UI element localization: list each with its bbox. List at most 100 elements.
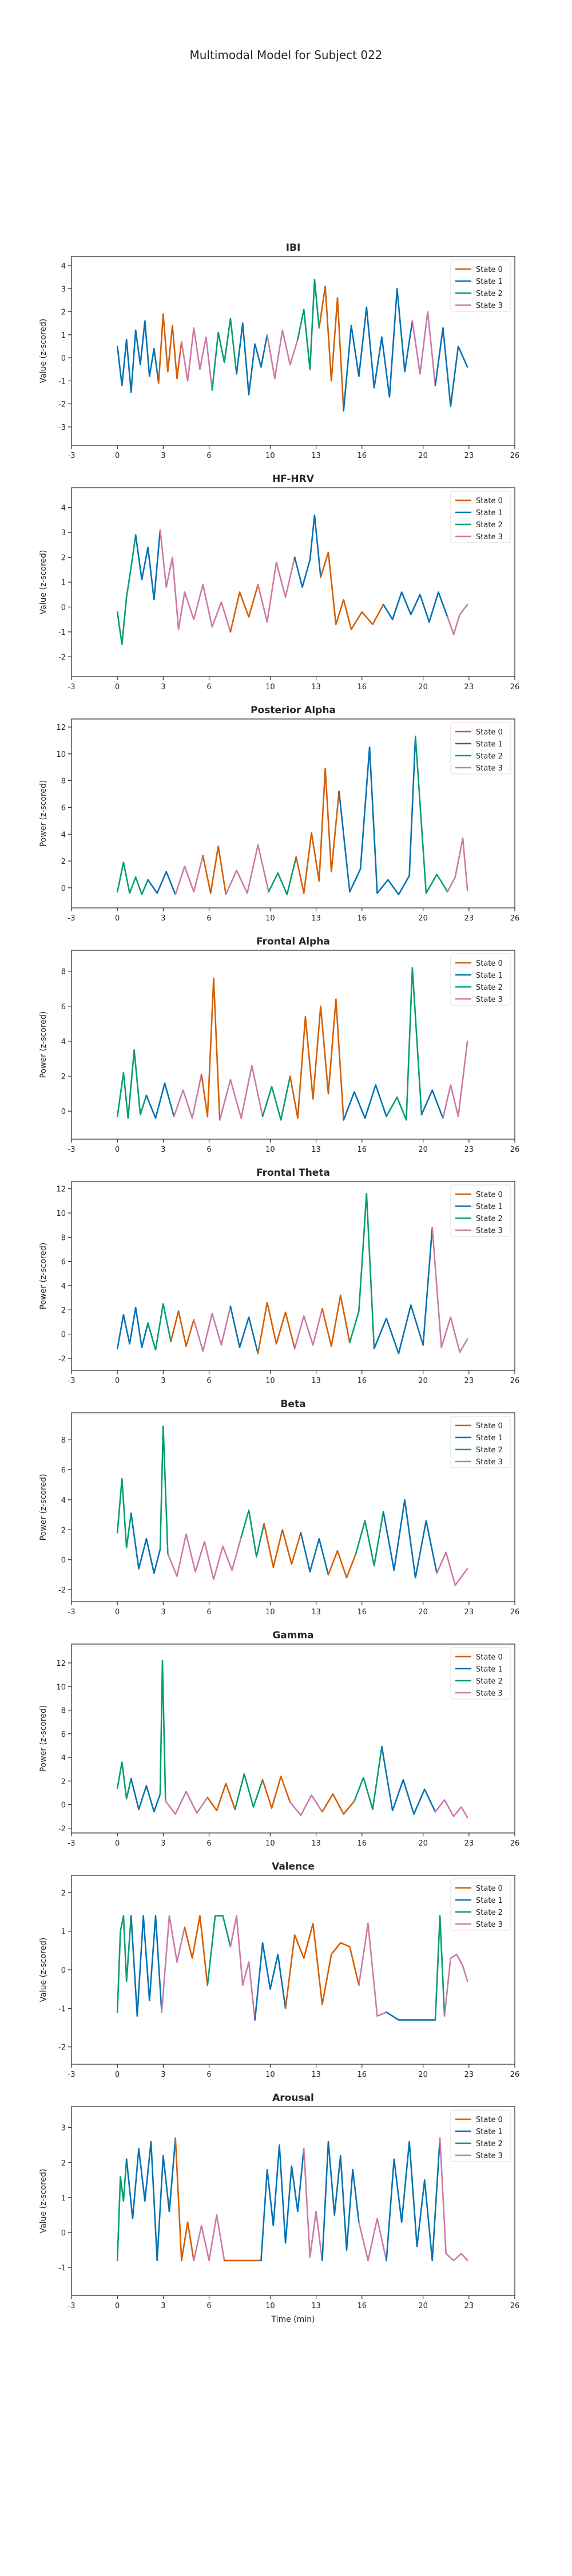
legend-label: State 2 [476, 521, 503, 530]
legend-label: State 3 [476, 1921, 503, 1929]
chart-title: Beta [280, 1398, 305, 1410]
series-lines [116, 967, 468, 1121]
series-line-state-1 [145, 1082, 175, 1119]
legend: State 0 State 1 State 2 State 3 [450, 1647, 511, 1700]
series-line-state-0 [320, 551, 352, 630]
x-tick-label: -3 [68, 2302, 76, 2310]
legend-label: State 1 [476, 1434, 503, 1443]
y-tick-label: 4 [61, 1496, 66, 1505]
series-line-state-3 [219, 1065, 264, 1121]
y-tick-label: 3 [61, 2124, 66, 2133]
legend-box [450, 1878, 511, 1931]
x-tick-label: 26 [510, 683, 520, 692]
legend-box [450, 953, 511, 1006]
axes-frame [71, 2106, 515, 2296]
y-tick-label: 2 [61, 1306, 66, 1315]
series-line-state-2 [349, 1192, 375, 1350]
legend-label: State 3 [476, 764, 503, 773]
x-tick-label: 20 [418, 1377, 428, 1385]
legend-label: State 2 [476, 2140, 503, 2148]
series-line-state-1 [376, 736, 416, 895]
legend: State 0 State 1 State 2 State 3 [450, 491, 511, 543]
x-tick-label: 26 [510, 452, 520, 460]
x-tick-label: 26 [510, 1839, 520, 1848]
x-tick-label: 10 [265, 1608, 275, 1617]
x-tick-label: 6 [206, 683, 211, 692]
y-tick-label: -2 [58, 653, 66, 662]
x-tick-label: 26 [510, 2302, 520, 2310]
legend-label: State 1 [476, 1897, 503, 1905]
y-tick-label: 1 [61, 331, 66, 340]
y-tick-label: 3 [61, 529, 66, 538]
y-axis-label: Power (z-scored) [39, 1705, 48, 1772]
series-line-state-3 [229, 1915, 256, 2021]
x-tick-label: 0 [115, 452, 120, 460]
y-tick-label: 2 [61, 858, 66, 866]
x-tick-label: 10 [265, 914, 275, 923]
series-line-state-0 [174, 2137, 195, 2262]
series-line-state-1 [130, 1512, 161, 1574]
x-tick-label: 6 [206, 1839, 211, 1848]
x-tick-label: 16 [357, 1608, 367, 1617]
x-tick-label: 13 [311, 1377, 321, 1385]
x-tick-label: 0 [115, 1608, 120, 1617]
legend-label: State 1 [476, 1665, 503, 1674]
series-line-state-3 [193, 2214, 225, 2262]
legend-label: State 3 [476, 2152, 503, 2160]
axes-frame [71, 1412, 515, 1602]
series-line-state-1 [125, 2137, 177, 2262]
series-line-state-3 [443, 1953, 468, 2017]
x-tick-label: 26 [510, 2071, 520, 2079]
x-tick-label: 3 [161, 683, 165, 692]
x-tick-label: 26 [510, 1145, 520, 1154]
axes-frame [71, 1643, 515, 1834]
x-tick-label: 16 [357, 1145, 367, 1154]
x-tick-label: 20 [418, 1145, 428, 1154]
series-line-state-1 [300, 1532, 329, 1576]
series-line-state-1 [434, 327, 468, 407]
x-tick-label: 26 [510, 914, 520, 923]
y-tick-label: 1 [61, 579, 66, 587]
x-axis-label: Time (min) [271, 2315, 315, 2324]
series-line-state-2 [159, 1660, 166, 1802]
legend-label: State 0 [476, 1191, 503, 1199]
x-tick-label: 6 [206, 2071, 211, 2079]
legend-label: State 0 [476, 728, 503, 737]
y-tick-label: 8 [61, 777, 66, 786]
series-line-state-0 [261, 1775, 291, 1809]
series-line-state-1 [382, 1499, 438, 1579]
x-tick-label: -3 [68, 914, 76, 923]
chart-title: Gamma [272, 1630, 313, 1641]
y-tick-label: 4 [61, 1754, 66, 1763]
series-lines [116, 1660, 468, 1819]
series-line-state-2 [116, 862, 149, 895]
x-tick-label: 23 [464, 452, 474, 460]
series-line-state-2 [116, 534, 137, 645]
y-tick-label: 8 [61, 968, 66, 977]
series-line-state-1 [386, 2137, 441, 2262]
y-tick-label: -1 [58, 377, 66, 386]
legend-label: State 0 [476, 266, 503, 274]
x-tick-label: 6 [206, 1377, 211, 1385]
series-line-state-2 [206, 1915, 232, 1986]
series-line-state-3 [439, 2137, 468, 2262]
y-tick-label: 6 [61, 1730, 66, 1739]
y-axis-label: Power (z-scored) [39, 1474, 48, 1541]
axes-frame [71, 950, 515, 1140]
series-line-state-3 [165, 1791, 209, 1815]
legend: State 0 State 1 State 2 State 3 [450, 1184, 511, 1237]
y-tick-label: 0 [61, 2229, 66, 2238]
series-lines [116, 514, 468, 645]
y-tick-label: 2 [61, 2159, 66, 2168]
x-tick-label: 20 [418, 1839, 428, 1848]
y-tick-label: 6 [61, 1003, 66, 1012]
chart-panel-posterior-alpha: Posterior Alpha -3 0 3 6 10 13 16 20 23 26 0 2 4 6 8 10 1… [39, 705, 519, 923]
x-tick-label: 23 [464, 683, 474, 692]
x-tick-label: -3 [68, 1839, 76, 1848]
series-line-state-2 [353, 1746, 383, 1811]
series-lines [116, 1192, 468, 1354]
legend-label: State 1 [476, 740, 503, 749]
series-line-state-3 [442, 1040, 468, 1119]
